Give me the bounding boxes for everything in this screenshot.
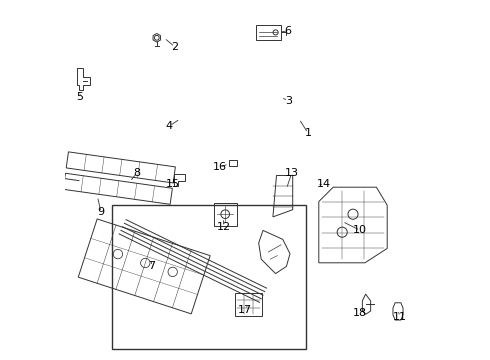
Text: 3: 3: [285, 96, 292, 106]
Text: 16: 16: [213, 162, 227, 172]
Text: 2: 2: [171, 42, 178, 52]
Text: 7: 7: [148, 261, 155, 271]
Text: 4: 4: [166, 121, 173, 131]
Text: 1: 1: [304, 128, 312, 138]
Text: 15: 15: [166, 179, 180, 189]
Text: 6: 6: [285, 26, 292, 36]
Bar: [229, 160, 238, 166]
Text: 8: 8: [133, 168, 141, 178]
Text: 5: 5: [76, 92, 83, 102]
Text: 11: 11: [393, 312, 407, 322]
Text: 18: 18: [353, 308, 368, 318]
Text: 9: 9: [98, 207, 104, 217]
Text: 12: 12: [217, 222, 230, 232]
Text: 13: 13: [285, 168, 299, 178]
Text: 17: 17: [238, 305, 252, 315]
Bar: [235, 293, 262, 315]
Bar: [256, 25, 281, 40]
Text: 10: 10: [353, 225, 367, 235]
Text: 14: 14: [317, 179, 331, 189]
Bar: [112, 205, 306, 349]
